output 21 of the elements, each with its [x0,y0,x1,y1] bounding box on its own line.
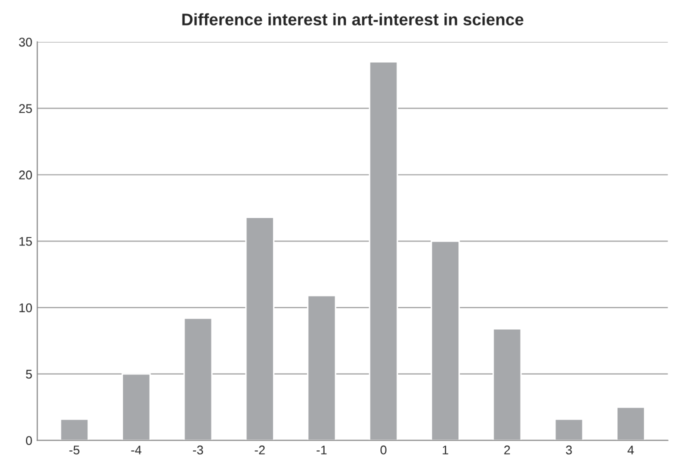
x-tick-label: -2 [254,446,265,454]
bar [60,418,89,440]
y-tick-label: 30 [19,38,32,47]
x-tick-label: -4 [131,446,142,454]
y-tick-label: 20 [19,170,32,180]
chart-title: Difference interest in art-interest in science [182,13,524,26]
y-tick-label: 10 [19,303,32,312]
x-tick-label: 4 [628,446,634,454]
y-tick-label: 0 [26,436,32,446]
x-tick-label: 0 [380,446,386,454]
x-tick-label: -1 [316,446,327,454]
bar [554,418,584,440]
y-tick-label: 25 [19,104,32,113]
y-tick-label: 15 [19,237,32,246]
x-tick-label: -3 [193,446,204,454]
x-tick-label: 3 [566,446,572,454]
bar [616,406,646,440]
x-tick-label: 1 [442,446,448,454]
y-tick-label: 5 [26,370,32,379]
x-tick-label: 2 [504,446,510,454]
x-tick-label: -5 [69,446,80,454]
